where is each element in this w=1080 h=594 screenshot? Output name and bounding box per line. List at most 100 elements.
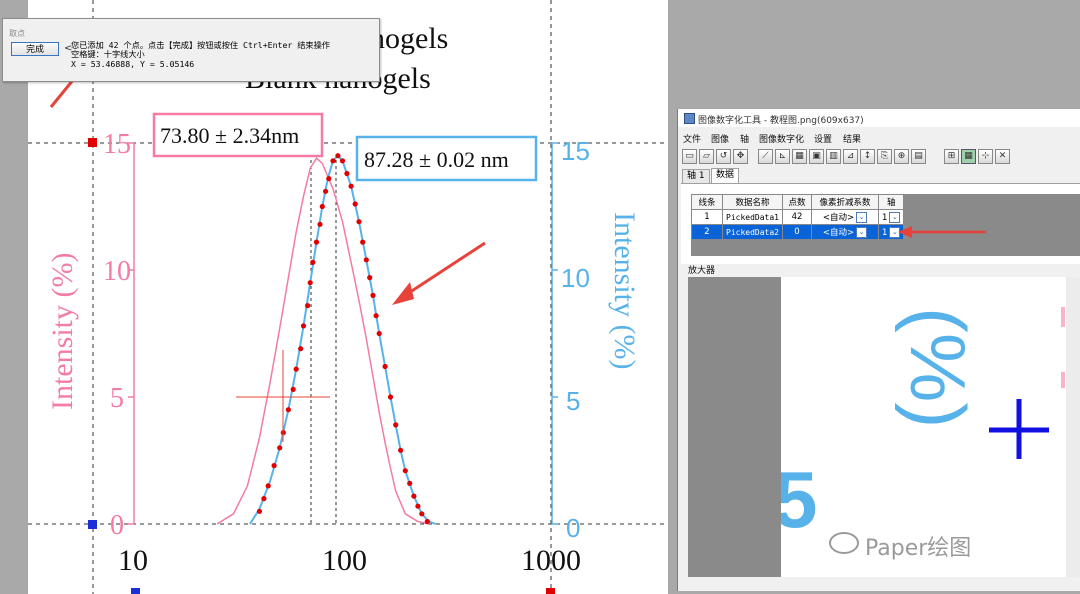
table-tool-icon[interactable]: ▦ <box>961 149 976 164</box>
picked-point[interactable] <box>382 363 388 370</box>
axis-tool-icon[interactable]: ⊾ <box>775 149 790 164</box>
close-tool-icon[interactable]: ✕ <box>995 149 1010 164</box>
plus-tool-icon[interactable]: ⊹ <box>978 149 993 164</box>
picked-point[interactable] <box>317 221 323 227</box>
export-tool-icon[interactable]: ▤ <box>911 149 926 164</box>
graph-canvas[interactable]: nogels Blank nanogels 15 10 5 0 Intensit… <box>0 0 670 594</box>
picked-point[interactable] <box>407 480 413 486</box>
picked-point[interactable] <box>356 219 362 225</box>
picked-point[interactable] <box>290 386 296 392</box>
menu-file[interactable]: 文件 <box>683 135 702 145</box>
open-folder-icon[interactable]: ▱ <box>699 149 714 164</box>
region-tool-icon[interactable]: ▣ <box>809 149 824 164</box>
copy-tool-icon[interactable]: ⎘ <box>877 149 892 164</box>
calib-marker-y-bottom[interactable] <box>88 520 97 529</box>
chevron-down-icon[interactable]: ⌄ <box>856 227 868 238</box>
calib-marker-y-top[interactable] <box>88 138 97 147</box>
pick-line-icon[interactable]: ⟋ <box>758 149 773 164</box>
picked-point[interactable] <box>256 508 263 514</box>
picked-point[interactable] <box>415 503 421 509</box>
menu-settings[interactable]: 设置 <box>814 135 833 145</box>
add-dataset-icon[interactable]: ⊞ <box>944 149 959 164</box>
popup-collapse-arrow[interactable]: < <box>64 43 73 54</box>
chevron-down-icon[interactable]: ⌄ <box>856 212 868 223</box>
picked-point[interactable] <box>424 518 430 525</box>
picked-point[interactable] <box>352 201 358 207</box>
row-axis-select[interactable]: 1 ⌄ <box>877 224 905 240</box>
tab-data[interactable]: 数据 <box>711 168 740 184</box>
picked-point[interactable] <box>261 496 267 502</box>
picked-point[interactable] <box>402 468 408 474</box>
picked-point[interactable] <box>411 493 417 499</box>
picked-point[interactable] <box>363 257 369 263</box>
sort-tool-icon[interactable]: ↕ <box>860 149 875 164</box>
picked-point[interactable] <box>360 239 366 245</box>
row-count: 42 <box>781 209 812 225</box>
rotate-icon[interactable]: ↺ <box>716 149 731 164</box>
picked-point[interactable] <box>344 170 350 177</box>
left-axis-title: Intensity (%) <box>46 253 79 410</box>
pick-point-icon[interactable]: ⊕ <box>894 149 909 164</box>
arrow-to-row-head <box>898 226 912 238</box>
magnifier-scrollbar[interactable] <box>1066 277 1080 577</box>
menu-results[interactable]: 结果 <box>843 135 862 145</box>
x-tick-label-1000: 1000 <box>521 544 581 577</box>
picked-point[interactable] <box>335 153 341 159</box>
window-title: 图像数字化工具 - 教程图.png(609x637) <box>698 116 864 126</box>
arrow-to-curve-shaft <box>397 241 486 302</box>
calib-marker-x-right[interactable] <box>546 588 555 594</box>
done-button[interactable]: 完成 <box>11 42 59 56</box>
picked-point[interactable] <box>398 447 404 453</box>
menu-axis[interactable]: 轴 <box>740 135 750 145</box>
scale-tool-icon[interactable]: ⊿ <box>843 149 858 164</box>
picked-point[interactable] <box>298 346 304 352</box>
picked-point[interactable] <box>319 203 325 210</box>
picked-point[interactable] <box>310 259 316 265</box>
picked-point[interactable] <box>323 188 329 194</box>
picked-point[interactable] <box>307 280 313 286</box>
picked-point[interactable] <box>313 239 320 245</box>
menu-digitize[interactable]: 图像数字化 <box>759 135 805 145</box>
picked-point[interactable] <box>277 445 283 451</box>
row-name[interactable]: PickedData2 <box>722 224 783 240</box>
row-factor-select[interactable]: <自动> ⌄ <box>810 209 879 225</box>
move-icon[interactable]: ✥ <box>733 149 748 164</box>
menubar: 文件 图像 轴 图像数字化 设置 结果 <box>678 129 1080 145</box>
blue-annotation-text: 87.28 ± 0.02 nm <box>364 147 509 172</box>
picked-point[interactable] <box>373 313 379 319</box>
picked-point[interactable] <box>370 292 376 298</box>
row-axis-select[interactable]: 1 ⌄ <box>877 209 905 225</box>
calib-marker-x-left[interactable] <box>131 588 140 594</box>
picked-point[interactable] <box>330 158 336 164</box>
left-tick-label-10: 10 <box>103 256 131 287</box>
picked-point[interactable] <box>305 303 311 309</box>
picked-point[interactable] <box>300 323 307 329</box>
picked-point[interactable] <box>419 511 425 517</box>
picked-point[interactable] <box>367 275 373 281</box>
picked-point[interactable] <box>326 176 332 182</box>
picked-point[interactable] <box>387 394 394 400</box>
row-factor-select[interactable]: <自动> ⌄ <box>810 224 879 240</box>
menu-image[interactable]: 图像 <box>711 135 730 145</box>
table-row-selected[interactable]: 2 PickedData2 0 <自动> ⌄ 1 ⌄ <box>691 224 905 240</box>
picked-point[interactable] <box>393 422 399 428</box>
picked-point[interactable] <box>265 483 271 489</box>
picked-point[interactable] <box>376 330 382 337</box>
table-row[interactable]: 1 PickedData1 42 <自动> ⌄ 1 ⌄ <box>691 209 905 225</box>
left-tick-label-5: 5 <box>110 383 124 414</box>
grid-tool-icon[interactable]: ▦ <box>792 149 807 164</box>
picked-point[interactable] <box>271 463 277 469</box>
chevron-down-icon[interactable]: ⌄ <box>889 211 901 223</box>
picked-point[interactable] <box>293 366 299 372</box>
row-name[interactable]: PickedData1 <box>722 209 783 225</box>
window-titlebar[interactable]: 图像数字化工具 - 教程图.png(609x637) <box>678 109 1080 127</box>
open-icon[interactable]: ▭ <box>682 149 697 164</box>
bar-tool-icon[interactable]: ▥ <box>826 149 841 164</box>
picked-point[interactable] <box>285 407 291 413</box>
tab-axis-1[interactable]: 轴 1 <box>682 169 710 183</box>
picked-point[interactable] <box>348 183 354 189</box>
picked-point[interactable] <box>339 158 346 164</box>
watermark-text: Paper绘图 <box>865 536 972 561</box>
left-tick-label-15: 15 <box>103 129 131 160</box>
